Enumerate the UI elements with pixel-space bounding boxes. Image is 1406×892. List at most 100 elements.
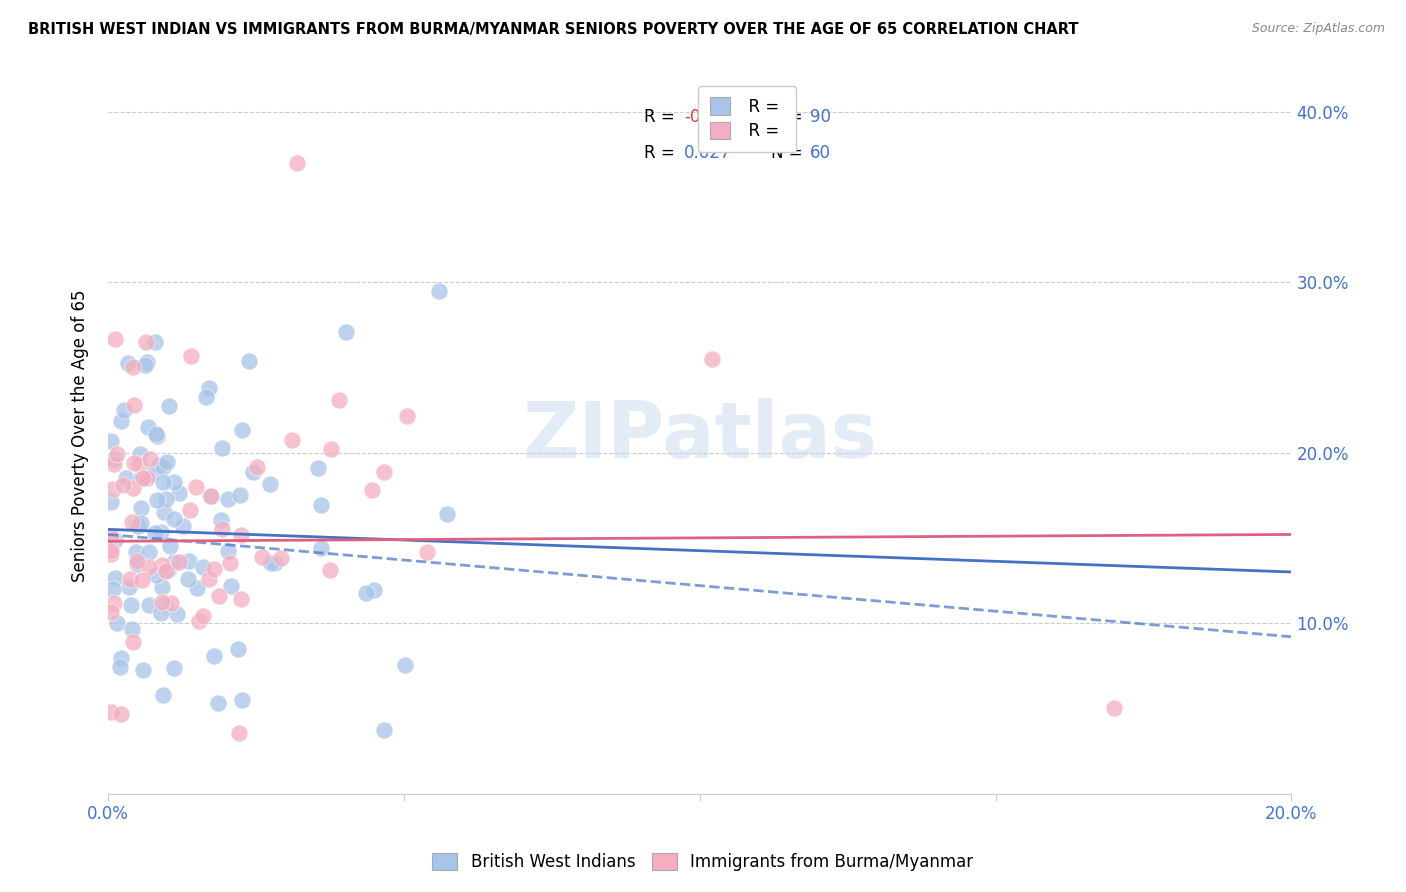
Point: [105, 616, 128, 631]
Point: [218, 557, 240, 571]
Point: [242, 465, 264, 479]
Point: [156, 563, 179, 577]
Point: [436, 507, 458, 521]
Point: [160, 596, 183, 610]
Point: [105, 447, 128, 461]
Point: [152, 688, 174, 702]
Point: [319, 563, 342, 577]
Point: [191, 609, 214, 624]
Point: [159, 399, 181, 413]
Point: [211, 522, 233, 536]
Point: [280, 433, 302, 447]
Point: [103, 596, 125, 610]
Text: N =: N =: [770, 144, 803, 161]
Point: [191, 560, 214, 574]
Point: [361, 483, 384, 497]
Point: [112, 403, 135, 417]
Point: [117, 356, 139, 370]
Point: [172, 519, 194, 533]
Point: [228, 726, 250, 740]
Point: [136, 471, 159, 485]
Text: BRITISH WEST INDIAN VS IMMIGRANTS FROM BURMA/MYANMAR SENIORS POVERTY OVER THE AG: BRITISH WEST INDIAN VS IMMIGRANTS FROM B…: [28, 22, 1078, 37]
Point: [155, 564, 177, 578]
Point: [100, 547, 122, 561]
Point: [110, 659, 132, 673]
Point: [153, 597, 176, 611]
Point: [363, 583, 385, 598]
Text: R =: R =: [644, 108, 675, 126]
Point: [219, 579, 242, 593]
Point: [180, 349, 202, 363]
Point: [416, 545, 439, 559]
Point: [128, 458, 150, 472]
Point: [138, 598, 160, 612]
Point: [229, 488, 252, 502]
Point: [319, 442, 342, 456]
Point: [129, 516, 152, 531]
Text: -0.071: -0.071: [685, 108, 738, 126]
Point: [110, 650, 132, 665]
Y-axis label: Seniors Poverty Over the Age of 65: Seniors Poverty Over the Age of 65: [72, 289, 89, 582]
Point: [328, 392, 350, 407]
Point: [103, 483, 125, 497]
Point: [100, 530, 122, 544]
Point: [121, 515, 143, 529]
Point: [202, 562, 225, 576]
Point: [101, 582, 124, 596]
Point: [114, 470, 136, 484]
Point: [135, 334, 157, 349]
Point: [231, 693, 253, 707]
Point: [152, 460, 174, 475]
Point: [104, 533, 127, 548]
Point: [110, 414, 132, 428]
Point: [198, 489, 221, 503]
Point: [152, 475, 174, 489]
Point: [122, 360, 145, 375]
Point: [156, 455, 179, 469]
Legend: British West Indians, Immigrants from Burma/Myanmar: British West Indians, Immigrants from Bu…: [425, 845, 981, 880]
Point: [122, 398, 145, 412]
Point: [396, 409, 419, 423]
Point: [163, 512, 186, 526]
Point: [162, 661, 184, 675]
Point: [200, 489, 222, 503]
Point: [103, 451, 125, 466]
Text: 90: 90: [810, 108, 831, 126]
Point: [122, 635, 145, 649]
Point: [285, 155, 308, 169]
Point: [167, 554, 190, 568]
Point: [111, 477, 134, 491]
Point: [167, 486, 190, 500]
Point: [270, 550, 292, 565]
Point: [153, 505, 176, 519]
Point: [226, 642, 249, 657]
Point: [100, 495, 122, 509]
Point: [188, 614, 211, 628]
Point: [264, 556, 287, 570]
Point: [121, 622, 143, 636]
Point: [198, 381, 221, 395]
Point: [100, 544, 122, 558]
Point: [307, 460, 329, 475]
Text: 60: 60: [810, 144, 831, 161]
Text: ZIPatlas: ZIPatlas: [522, 398, 877, 474]
Point: [229, 528, 252, 542]
Point: [150, 595, 173, 609]
Point: [127, 518, 149, 533]
Point: [335, 325, 357, 339]
Point: [125, 553, 148, 567]
Point: [132, 664, 155, 678]
Point: [427, 284, 450, 298]
Point: [138, 419, 160, 434]
Point: [163, 475, 186, 490]
Point: [354, 586, 377, 600]
Point: [150, 558, 173, 572]
Point: [186, 480, 208, 494]
Point: [394, 658, 416, 673]
Point: [373, 465, 395, 479]
Point: [217, 491, 239, 506]
Point: [134, 358, 156, 372]
Point: [238, 353, 260, 368]
Point: [103, 457, 125, 471]
Text: N =: N =: [770, 108, 803, 126]
